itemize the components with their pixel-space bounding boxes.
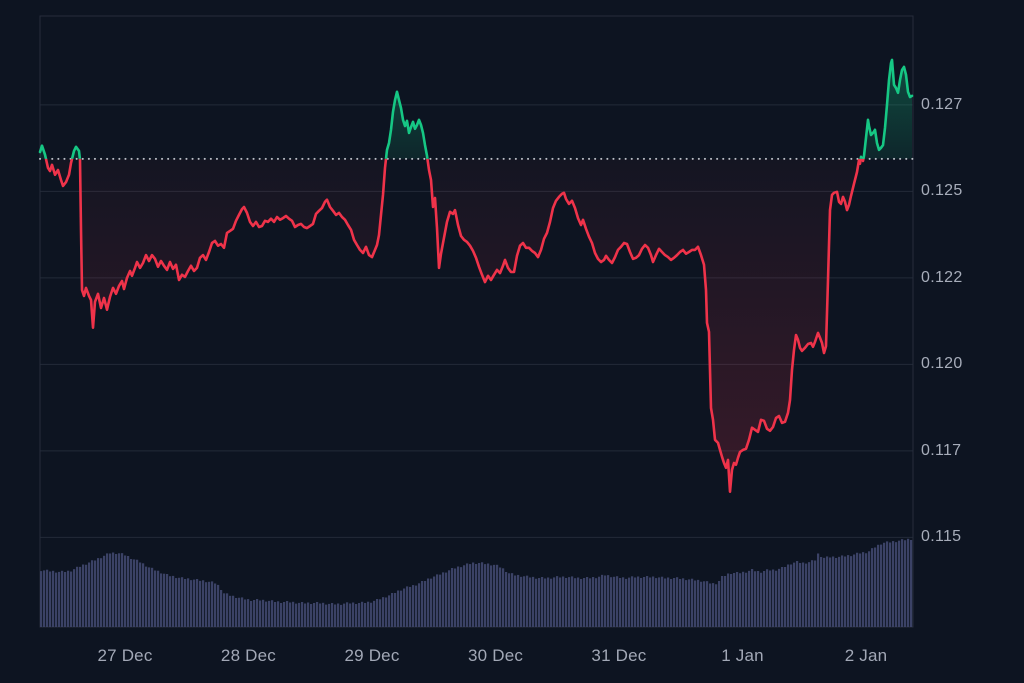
x-axis-label-1: 28 Dec	[220, 646, 277, 665]
y-axis-label-2: 0.122	[921, 268, 963, 286]
y-axis-label-3: 0.120	[921, 355, 963, 373]
x-axis-label-2: 29 Dec	[344, 646, 400, 665]
y-axis-label-5: 0.115	[921, 528, 962, 546]
volume-bars	[40, 538, 913, 627]
y-axis-label-4: 0.117	[921, 441, 962, 459]
x-axis-label-5: 1 Jan	[721, 646, 764, 665]
y-axis-label-0: 0.127	[921, 95, 963, 113]
x-axis-label-6: 2 Jan	[844, 646, 888, 665]
x-axis-label-4: 31 Dec	[591, 646, 647, 665]
area-fill-down	[40, 158, 912, 492]
x-axis-label-3: 30 Dec	[467, 646, 524, 665]
price-line-down	[44, 158, 865, 493]
y-axis-label-1: 0.125	[921, 182, 963, 200]
x-axis-label-0: 27 Dec	[97, 646, 153, 665]
